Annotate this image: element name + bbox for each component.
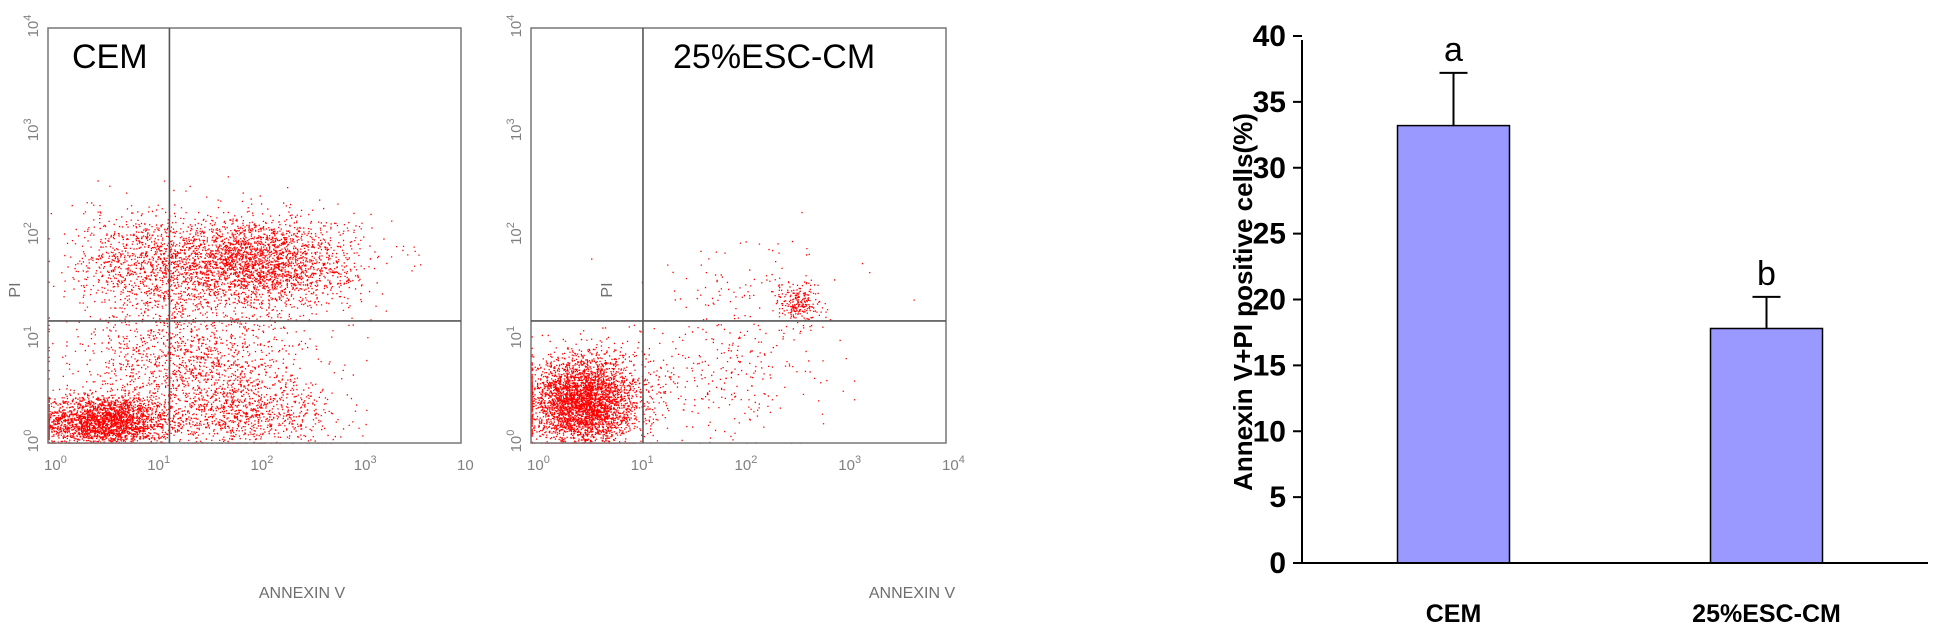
x-tick-label: 103	[354, 454, 377, 474]
x-tick-label: 101	[147, 454, 170, 474]
y-tick-label: 102	[505, 222, 525, 245]
y-axis-label-esc-cm: PI	[599, 282, 616, 297]
x-tick-exponent: 1	[164, 454, 170, 466]
flow-plot-esc-cm: 25%ESC-CM ANNEXIN V PI 100 101 102 103 104 1…	[505, 15, 965, 602]
y-tick-exponent: 2	[22, 222, 34, 228]
x-tick-exponent: 0	[61, 454, 67, 466]
bar-category-label: 25%ESC-CM	[1692, 600, 1841, 628]
flow-events	[531, 211, 915, 444]
y-tick-label: 102	[22, 222, 42, 245]
plot-frame-esc-cm	[530, 27, 947, 444]
y-tick-label: 103	[505, 118, 525, 141]
y-tick-exponent: 1	[22, 326, 34, 332]
bar-y-ticks: 0 5 10 15 20 25 30 35 40	[1253, 20, 1302, 580]
y-tick-exponent: 3	[22, 118, 34, 124]
y-tick-label: 104	[22, 15, 42, 38]
bar-y-tick-label: 40	[1253, 20, 1286, 53]
y-axis-label-cem: PI	[7, 282, 24, 297]
x-tick-label: 100	[527, 454, 550, 474]
x-tick-label: 100	[44, 454, 67, 474]
x-tick-exponent: 3	[855, 454, 861, 466]
x-tick-label: 102	[251, 454, 274, 474]
flow-events	[48, 176, 422, 444]
x-tick-label: 103	[838, 454, 861, 474]
bar-y-tick-label: 10	[1253, 415, 1286, 448]
x-tick-exponent: 4	[959, 454, 965, 466]
flow-points-cem	[48, 176, 422, 444]
y-tick-exponent: 2	[505, 222, 517, 228]
y-tick-label: 100	[22, 430, 42, 453]
x-tick-exponent: 1	[647, 454, 653, 466]
bar-y-tick-label: 15	[1253, 349, 1286, 382]
x-axis-label-esc-cm: ANNEXIN V	[869, 585, 956, 602]
y-tick-label: 100	[505, 430, 525, 453]
panel-label-cem: CEM	[72, 38, 148, 76]
x-tick-label: 102	[735, 454, 758, 474]
y-tick-exponent: 0	[505, 430, 517, 436]
significance-letter: b	[1757, 255, 1776, 293]
x-axis-label-cem: ANNEXIN V	[259, 585, 346, 602]
y-tick-label: 101	[505, 326, 525, 349]
y-tick-exponent: 4	[22, 15, 34, 21]
y-tick-exponent: 4	[505, 15, 517, 21]
y-tick-exponent: 0	[22, 430, 34, 436]
y-tick-exponent: 3	[505, 118, 517, 124]
bar-y-tick-label: 20	[1253, 284, 1286, 317]
flow-plot-cem: CEM ANNEXIN V PI 100 101 102 103 10 10010110…	[7, 15, 474, 602]
x-tick-exponent: 2	[267, 454, 273, 466]
bar	[1709, 327, 1824, 564]
x-tick-exponent: 0	[544, 454, 550, 466]
x-ticks-cem: 100 101 102 103 10	[44, 454, 474, 474]
bar-y-tick-label: 5	[1269, 481, 1286, 514]
x-tick-label: 10	[457, 457, 474, 474]
x-tick-label: 104	[942, 454, 965, 474]
bar-y-tick-label: 35	[1253, 86, 1286, 119]
y-tick-label: 104	[505, 15, 525, 38]
bar-y-tick-label: 0	[1269, 547, 1286, 580]
y-tick-label: 103	[22, 118, 42, 141]
x-tick-exponent: 3	[370, 454, 376, 466]
x-tick-exponent: 2	[751, 454, 757, 466]
x-tick-label: 101	[631, 454, 654, 474]
bar	[1396, 124, 1511, 564]
significance-letter: a	[1444, 31, 1463, 69]
y-tick-exponent: 1	[505, 326, 517, 332]
x-ticks-esc-cm: 100 101 102 103 104	[527, 454, 965, 474]
bar-marks: ab	[1396, 31, 1824, 564]
flow-points-esc-cm	[531, 211, 915, 444]
bar-x-ticks: CEM 25%ESC-CM	[1426, 600, 1841, 628]
plot-frame-cem	[47, 27, 462, 444]
bar-y-axis-label: Annexin V+PI positive cells(%)	[1228, 113, 1258, 491]
bar-y-tick-label: 30	[1253, 152, 1286, 185]
bar-category-label: CEM	[1426, 600, 1482, 628]
panel-label-esc-cm: 25%ESC-CM	[673, 38, 875, 76]
y-tick-label: 101	[22, 326, 42, 349]
bar-y-tick-label: 25	[1253, 218, 1286, 251]
